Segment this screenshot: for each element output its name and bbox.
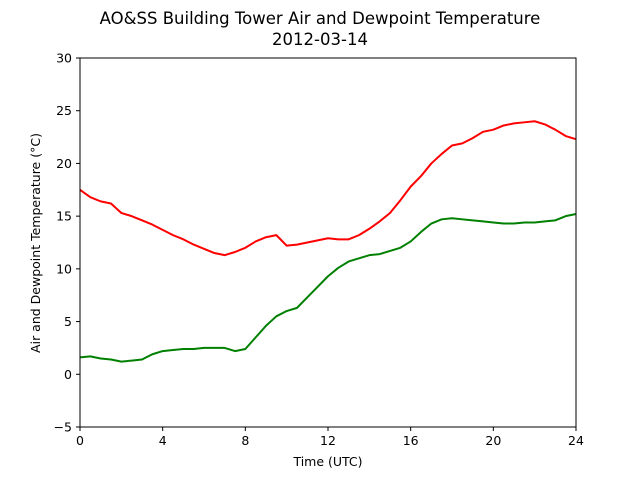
x-tick-label: 8	[241, 433, 249, 448]
x-tick-label: 24	[568, 433, 584, 448]
plot-lines	[79, 120, 577, 363]
chart-title: AO&SS Building Tower Air and Dewpoint Te…	[100, 9, 541, 28]
y-tick-label: 30	[56, 51, 72, 66]
y-tick-label: 15	[56, 209, 72, 224]
y-axis-label: Air and Dewpoint Temperature (°C)	[28, 133, 43, 353]
series-line-1	[79, 120, 577, 257]
series-line-2	[79, 213, 577, 363]
y-tick-label: 5	[64, 314, 72, 329]
chart-subtitle: 2012-03-14	[272, 30, 368, 49]
x-tick-label: 0	[76, 433, 84, 448]
y-tick-label: −5	[54, 420, 72, 435]
plot-frame	[79, 57, 577, 428]
x-tick-label: 4	[159, 433, 167, 448]
x-axis-label: Time (UTC)	[292, 454, 362, 469]
x-tick-label: 16	[403, 433, 419, 448]
y-tick-label: 25	[56, 103, 72, 118]
x-axis: 0 4 8 12 16 20 24	[76, 427, 584, 448]
y-axis: −5 0 5 10 15 20 25 30	[54, 51, 80, 435]
y-tick-label: 20	[56, 156, 72, 171]
x-tick-label: 20	[485, 433, 501, 448]
y-tick-label: 0	[64, 367, 72, 382]
y-tick-label: 10	[56, 261, 72, 276]
x-tick-label: 12	[320, 433, 336, 448]
